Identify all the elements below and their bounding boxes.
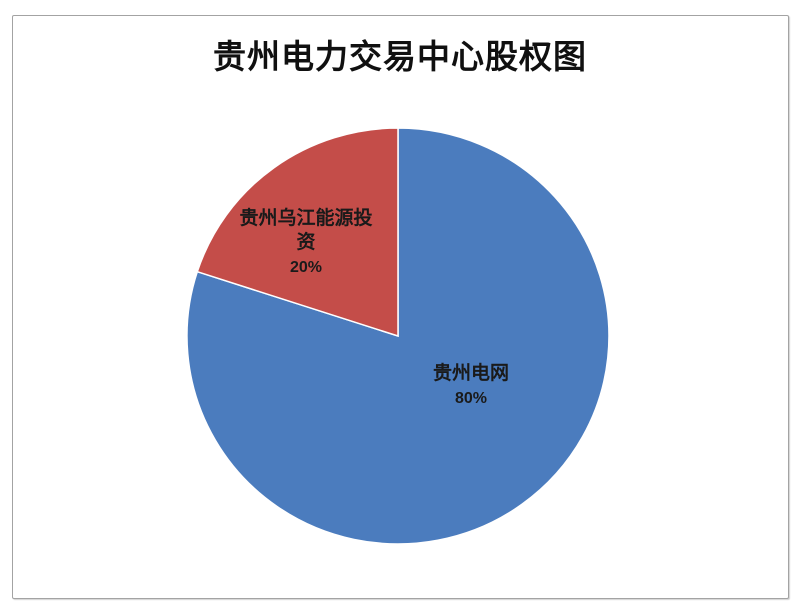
pie-slice-1	[196, 127, 399, 338]
slice-percent-text: 20%	[289, 259, 323, 276]
slice-label-guizhou-power-grid: 贵州电网 80%	[391, 362, 551, 410]
slice-label-wujiang-energy: 贵州乌江能源投资 20%	[234, 207, 378, 279]
slice-label-text: 贵州乌江能源投资	[239, 208, 373, 253]
slice-label-text: 贵州电网	[432, 363, 509, 384]
slice-percent-text: 80%	[454, 390, 488, 407]
chart-title: 贵州电力交易中心股权图	[213, 40, 587, 76]
